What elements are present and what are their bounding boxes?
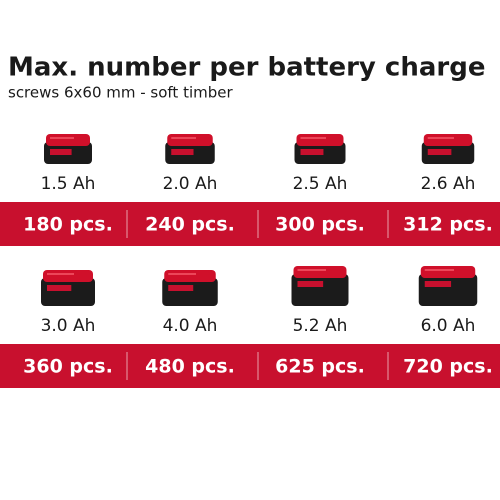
red-band — [0, 344, 500, 388]
battery-shine — [171, 137, 196, 139]
battery-top — [293, 266, 347, 278]
count-label: 360 pcs. — [23, 356, 113, 378]
battery-label — [427, 149, 452, 155]
capacity-label: 6.0 Ah — [421, 316, 476, 336]
capacity-label: 2.6 Ah — [421, 174, 476, 194]
battery-icon — [291, 266, 349, 306]
battery-shine — [50, 137, 74, 139]
count-label: 480 pcs. — [145, 356, 235, 378]
battery-top — [46, 134, 90, 146]
battery-label — [300, 149, 324, 155]
battery-label — [297, 281, 324, 287]
battery-label — [424, 281, 452, 287]
battery-label — [168, 285, 194, 291]
capacity-label: 1.5 Ah — [41, 174, 96, 194]
battery-body — [291, 274, 349, 306]
battery-top — [164, 270, 216, 282]
count-label: 625 pcs. — [275, 356, 365, 378]
count-label: 240 pcs. — [145, 214, 235, 236]
battery-icon — [421, 134, 475, 164]
battery-body — [418, 274, 478, 306]
capacity-label: 3.0 Ah — [41, 316, 96, 336]
battery-label — [47, 285, 72, 291]
count-label: 180 pcs. — [23, 214, 113, 236]
battery-body — [162, 278, 218, 306]
battery-shine — [297, 269, 326, 271]
battery-top — [296, 134, 344, 146]
battery-icon — [41, 270, 95, 306]
battery-top — [167, 134, 213, 146]
count-label: 312 pcs. — [403, 214, 493, 236]
battery-shine — [424, 269, 454, 271]
title: Max. number per battery charge — [8, 53, 485, 83]
battery-body — [41, 278, 95, 306]
battery-label — [50, 149, 72, 155]
count-label: 300 pcs. — [275, 214, 365, 236]
red-band — [0, 202, 500, 246]
battery-shine — [300, 137, 326, 139]
battery-shine — [427, 137, 454, 139]
battery-top — [423, 134, 473, 146]
battery-shine — [168, 273, 196, 275]
subtitle: screws 6x60 mm - soft timber — [8, 84, 233, 102]
capacity-label: 2.0 Ah — [163, 174, 218, 194]
capacity-label: 2.5 Ah — [293, 174, 348, 194]
capacity-label: 5.2 Ah — [293, 316, 348, 336]
battery-label — [171, 149, 194, 155]
battery-icon — [165, 134, 215, 164]
battery-icon — [418, 266, 478, 306]
count-label: 720 pcs. — [403, 356, 493, 378]
battery-icon — [294, 134, 346, 164]
battery-icon — [44, 134, 92, 164]
capacity-label: 4.0 Ah — [163, 316, 218, 336]
battery-top — [420, 266, 476, 278]
battery-top — [43, 270, 93, 282]
battery-shine — [47, 273, 74, 275]
battery-icon — [162, 270, 218, 306]
